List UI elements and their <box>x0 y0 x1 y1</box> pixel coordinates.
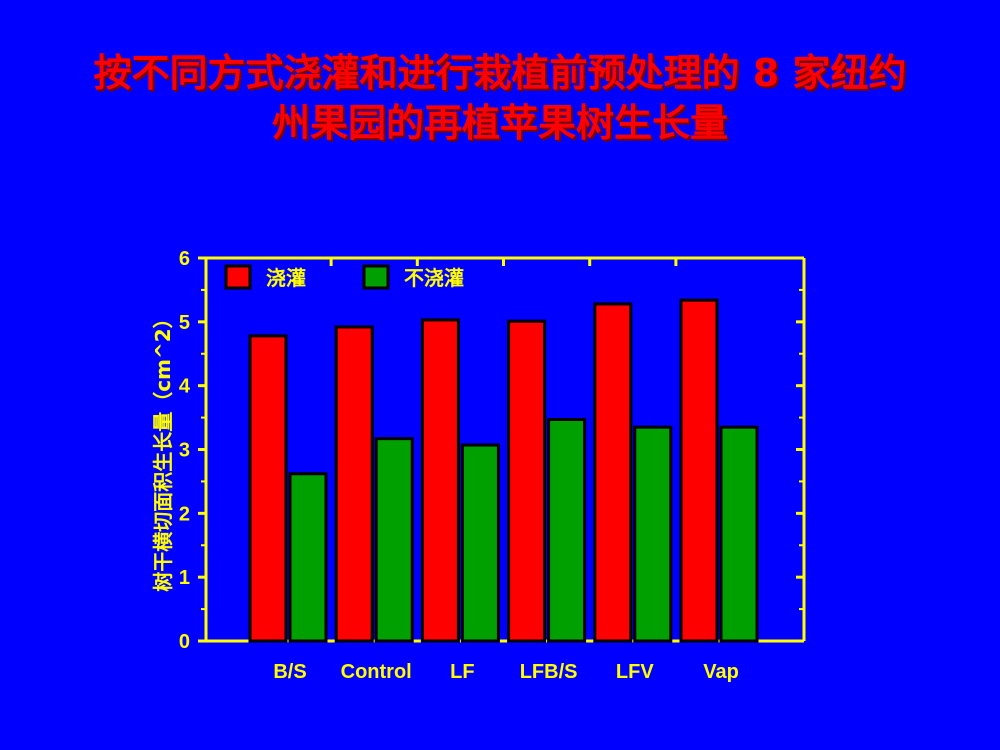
x-tick-label: LFB/S <box>520 661 578 683</box>
legend-swatch-irrigated <box>224 264 252 290</box>
y-tick-label: 5 <box>179 312 190 334</box>
x-tick-label: Vap <box>703 661 739 683</box>
bar-not-irrigated <box>288 472 328 643</box>
bar-irrigated <box>593 302 633 643</box>
bar-not-irrigated <box>374 437 414 643</box>
title-line-2: 州果园的再植苹果树生长量 <box>271 101 728 145</box>
bar-not-irrigated <box>547 417 587 643</box>
bar-irrigated <box>334 325 374 643</box>
y-tick-label: 2 <box>179 503 190 525</box>
x-tick-label: LFV <box>616 661 654 683</box>
legend-label-irrigated: 浇灌 <box>266 266 306 290</box>
y-tick-label: 4 <box>179 376 191 398</box>
chart-bars <box>248 298 759 643</box>
bar-irrigated <box>420 318 460 643</box>
bar-not-irrigated <box>633 425 673 643</box>
title-line-1: 按不同方式浇灌和进行栽植前预处理的 8 家纽约 <box>93 51 907 95</box>
bar-irrigated <box>507 319 547 643</box>
x-tick-label: Control <box>341 661 412 683</box>
y-tick-label: 3 <box>179 440 190 462</box>
slide-title: 按不同方式浇灌和进行栽植前预处理的 8 家纽约 州果园的再植苹果树生长量 <box>0 48 1000 148</box>
bar-not-irrigated <box>460 443 500 643</box>
y-axis-label: 树干横切面积生长量（cm^2） <box>151 308 175 591</box>
legend-swatch-not-irrigated <box>362 264 390 290</box>
x-tick-label: B/S <box>273 661 306 683</box>
bar-not-irrigated <box>719 425 759 643</box>
x-tick-label: LF <box>450 661 474 683</box>
bar-irrigated <box>248 334 288 643</box>
y-tick-label: 1 <box>179 567 190 589</box>
y-tick-label: 6 <box>179 248 190 270</box>
legend-label-not-irrigated: 不浇灌 <box>404 266 464 290</box>
y-tick-label: 0 <box>179 631 190 653</box>
bar-irrigated <box>679 298 719 643</box>
chart-legend: 浇灌 不浇灌 <box>224 264 464 290</box>
